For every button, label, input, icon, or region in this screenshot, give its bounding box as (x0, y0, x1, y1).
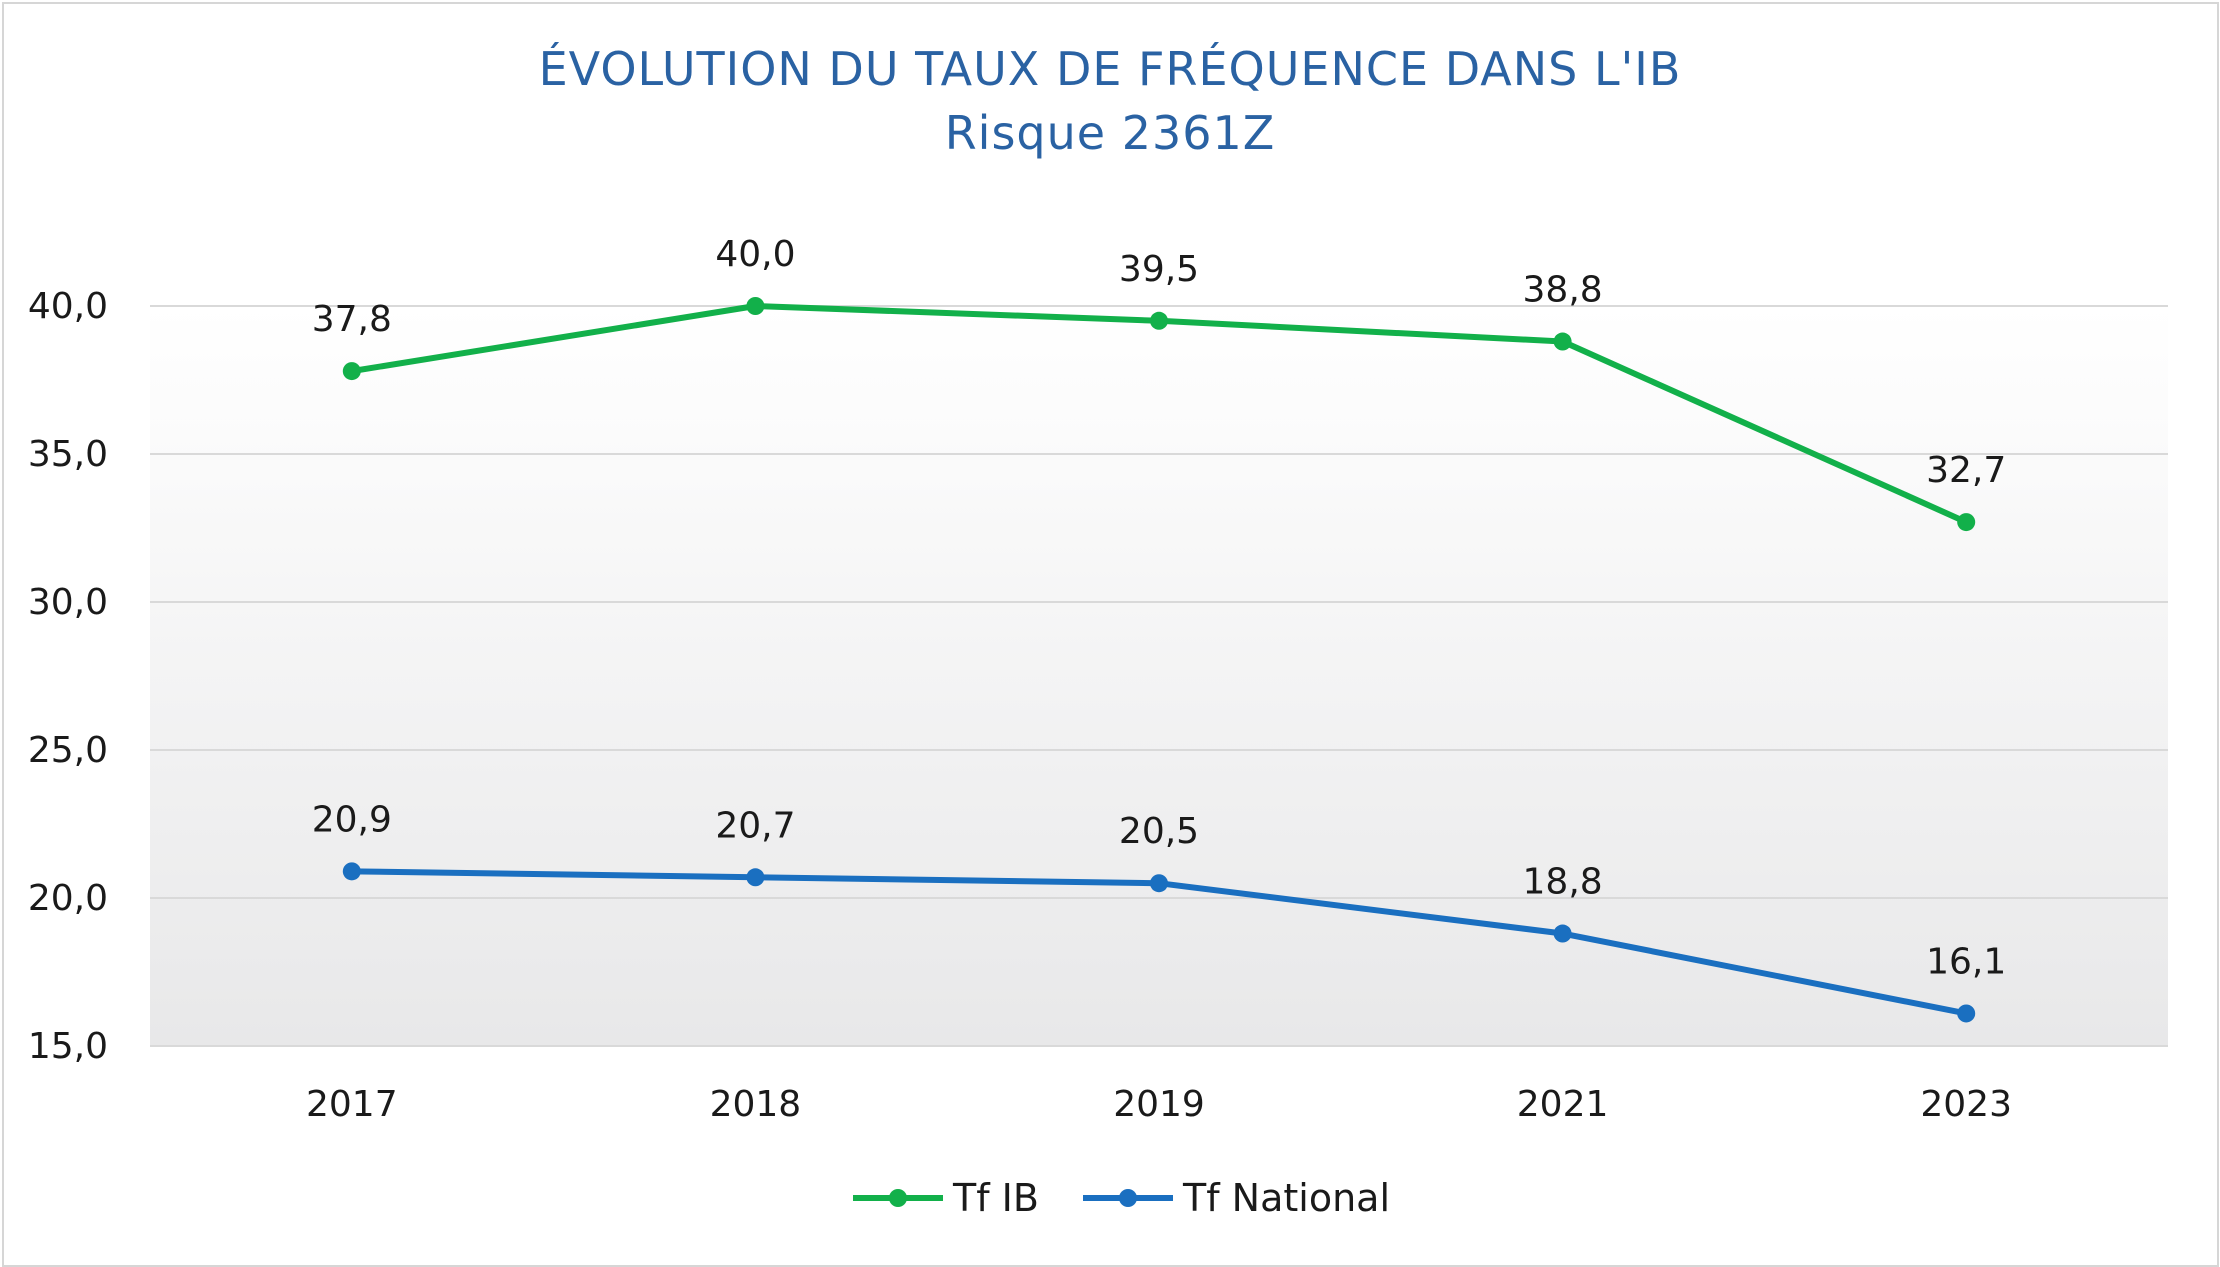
x-tick-label: 2019 (1113, 1084, 1205, 1125)
data-label: 37,8 (312, 299, 392, 340)
legend-item: Tf IB (853, 1176, 1039, 1220)
x-tick-label: 2018 (710, 1084, 802, 1125)
legend-marker (889, 1189, 907, 1207)
chart-title: ÉVOLUTION DU TAUX DE FRÉQUENCE DANS L'IB (538, 42, 1682, 96)
data-label: 40,0 (715, 234, 795, 275)
data-label: 20,9 (312, 799, 392, 840)
series-1 (342, 862, 1976, 1023)
y-axis: 15,0 20,0 25,0 30,0 35,0 40,0 (28, 286, 108, 1067)
data-point (746, 868, 765, 887)
data-point (1150, 874, 1168, 893)
chart-subtitle: Risque 2361Z (944, 106, 1276, 160)
x-tick-label: 2023 (1920, 1084, 2012, 1125)
series-0 (342, 297, 1976, 532)
y-tick-label: 30,0 (28, 582, 108, 623)
data-point (1553, 332, 1572, 351)
legend-label: Tf National (1182, 1176, 1390, 1220)
legend: Tf IB Tf National (853, 1176, 1390, 1220)
data-point (1957, 1004, 1976, 1023)
x-tick-label: 2017 (306, 1084, 398, 1125)
y-tick-label: 35,0 (28, 434, 108, 475)
data-point (1957, 513, 1976, 532)
legend-marker (1119, 1189, 1137, 1207)
legend-label: Tf IB (952, 1176, 1039, 1220)
data-point (1553, 924, 1572, 943)
y-tick-label: 25,0 (28, 730, 108, 771)
legend-item: Tf National (1083, 1176, 1390, 1220)
data-label: 18,8 (1523, 862, 1603, 903)
data-point (342, 362, 361, 381)
y-tick-label: 15,0 (28, 1026, 108, 1067)
plot-area (150, 306, 2168, 1046)
data-point (1150, 311, 1168, 330)
x-axis: 2017 2018 2019 2021 2023 (306, 1084, 2012, 1125)
data-labels: 37,8 40,0 39,5 38,8 32,7 20,9 20,7 20,5 18,8 16,1 (312, 234, 2007, 982)
y-tick-label: 20,0 (28, 878, 108, 919)
gridlines (150, 305, 2168, 1047)
data-point (342, 862, 361, 881)
data-point (746, 297, 765, 315)
data-label: 39,5 (1119, 249, 1199, 290)
data-label: 20,7 (715, 805, 795, 846)
data-label: 20,5 (1119, 811, 1199, 852)
data-label: 16,1 (1926, 941, 2006, 982)
series (342, 297, 1976, 1023)
y-tick-label: 40,0 (28, 286, 108, 327)
data-label: 32,7 (1926, 450, 2006, 491)
data-label: 38,8 (1523, 270, 1603, 311)
x-tick-label: 2021 (1517, 1084, 1609, 1125)
